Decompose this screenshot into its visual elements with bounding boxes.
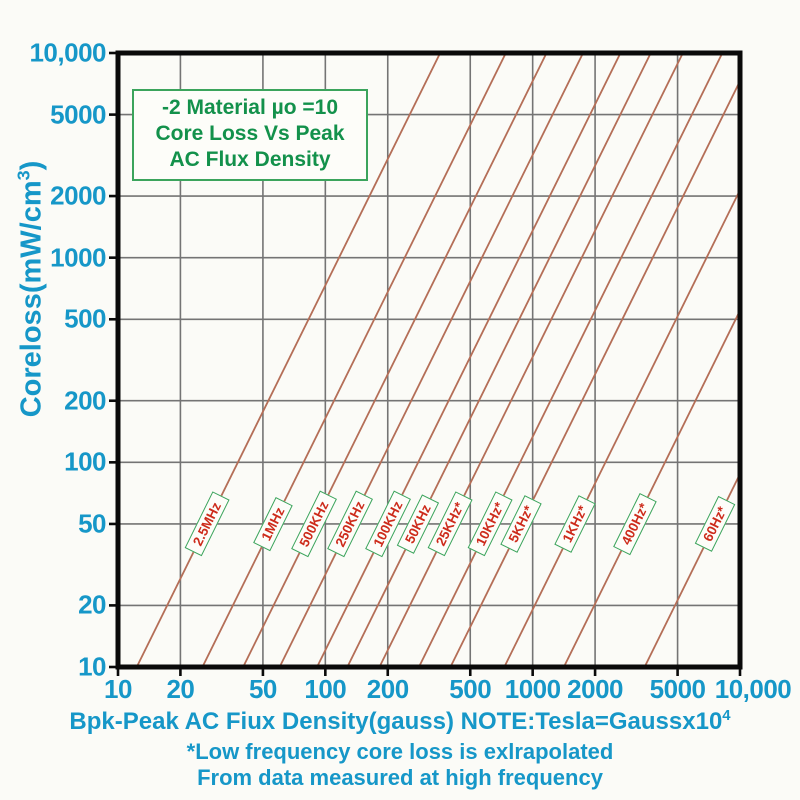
y-axis-title-text: Coreloss(mW/cm [15, 180, 48, 418]
title-line-1: -2 Material µo =10 [161, 96, 339, 119]
frequency-line [346, 53, 652, 667]
title-line-2: Core Loss Vs Peak [155, 122, 345, 145]
frequency-line [316, 53, 622, 667]
frequency-line [278, 53, 585, 667]
title-box: -2 Material µo =10 Core Loss Vs Peak AC … [132, 89, 368, 181]
frequency-line [417, 53, 724, 667]
x-tick-label: 5000 [649, 674, 706, 704]
frequency-line [562, 308, 740, 667]
y-tick-label: 2000 [50, 180, 106, 211]
x-tick-label: 10 [104, 674, 132, 704]
y-tick-label: 10,000 [29, 37, 106, 68]
frequency-line [135, 53, 442, 667]
y-tick-label: 500 [64, 303, 106, 334]
y-axis-title-superscript: 3 [13, 170, 34, 181]
frequency-line [449, 79, 740, 667]
y-tick-label: 100 [64, 446, 106, 477]
x-tick-label: 10,000 [714, 674, 792, 704]
frequency-line [643, 471, 740, 667]
y-tick-label: 200 [64, 385, 106, 416]
x-tick-label: 2000 [567, 674, 623, 704]
footnote-line-1: *Low frequency core loss is exlrapolated [186, 739, 614, 764]
title-line-3: AC Flux Density [169, 148, 331, 171]
x-tick-label: 500 [449, 674, 492, 704]
footnote-line-2: From data measured at high frequency [197, 765, 603, 790]
x-tick-label: 200 [366, 674, 409, 704]
y-tick-label: 1000 [50, 242, 106, 273]
plot-frame [115, 50, 743, 670]
x-axis-caption-text: Bpk-Peak AC Fiux Density(gauss) NOTE:Tes… [69, 708, 723, 735]
y-tick-label: 50 [78, 508, 106, 539]
y-tick-label: 20 [78, 589, 106, 620]
frequency-curves [135, 53, 740, 667]
frequency-line [503, 187, 740, 667]
y-tick-label: 10 [78, 651, 106, 682]
x-axis-caption-superscript: 4 [722, 708, 731, 724]
x-tick-label: 100 [304, 674, 347, 704]
x-axis-caption: Bpk-Peak AC Fiux Density(gauss) NOTE:Tes… [0, 708, 800, 736]
y-tick-label: 5000 [50, 99, 106, 130]
y-axis-title-close: ) [15, 160, 48, 171]
frequency-line [242, 53, 548, 667]
frequency-line [201, 53, 507, 667]
x-tick-label: 50 [248, 674, 277, 704]
x-tick-label: 20 [166, 674, 195, 704]
x-tick-label: 1000 [504, 674, 561, 704]
frequency-line [378, 53, 684, 667]
